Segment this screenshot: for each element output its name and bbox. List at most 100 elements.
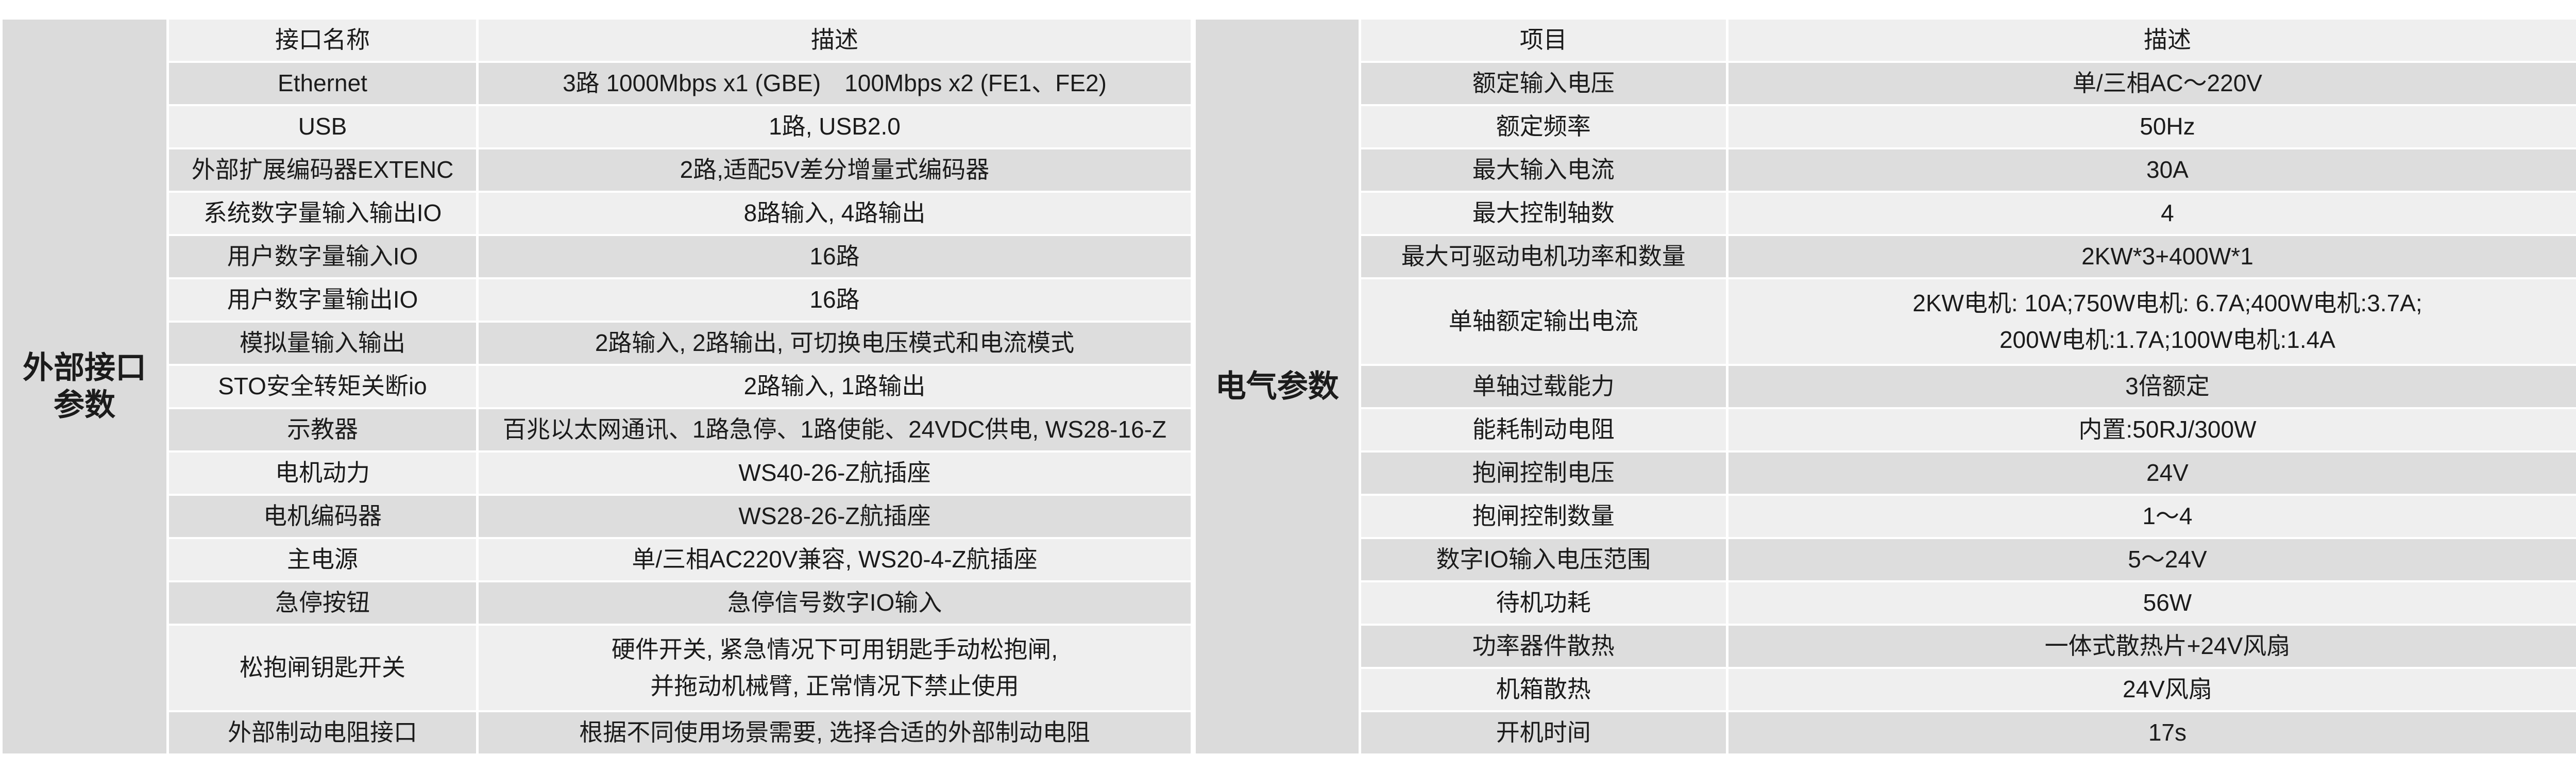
- header-row: 电气参数 项目 描述: [1196, 20, 2576, 753]
- row-label: 单轴过载能力: [1361, 366, 1726, 407]
- row-label: 额定频率: [1361, 106, 1726, 147]
- row-desc: 一体式散热片+24V风扇: [1728, 626, 2576, 667]
- row-label: 松抱闸钥匙开关: [169, 626, 476, 710]
- table-row: 急停按钮 急停信号数字IO输入: [3, 582, 1191, 624]
- table-row: 单轴额定输出电流 2KW电机: 10A;750W电机: 6.7A;400W电机:…: [1196, 279, 2576, 364]
- row-label: 系统数字量输入输出IO: [169, 193, 476, 234]
- table-row: Ethernet 3路 1000Mbps x1 (GBE) 100Mbps x2…: [3, 63, 1191, 104]
- row-label: 能耗制动电阻: [1361, 409, 1726, 450]
- row-desc: 内置:50RJ/300W: [1728, 409, 2576, 450]
- row-label: 最大控制轴数: [1361, 193, 1726, 234]
- table-row: 最大输入电流 30A: [1196, 149, 2576, 191]
- table-row: 抱闸控制电压 24V: [1196, 452, 2576, 494]
- row-desc: 30A: [1728, 149, 2576, 191]
- table-row: 机箱散热 24V风扇: [1196, 669, 2576, 710]
- row-label: 额定输入电压: [1361, 63, 1726, 104]
- table-row: 功率器件散热 一体式散热片+24V风扇: [1196, 626, 2576, 667]
- row-label: 示教器: [169, 409, 476, 450]
- row-desc: 1路, USB2.0: [479, 106, 1191, 147]
- table-row: 电机动力 WS40-26-Z航插座: [3, 452, 1191, 494]
- table-row: 待机功耗 56W: [1196, 582, 2576, 624]
- table-row: 示教器 百兆以太网通讯、1路急停、1路使能、24VDC供电, WS28-16-Z: [3, 409, 1191, 450]
- row-desc: 16路: [479, 279, 1191, 321]
- row-label: 抱闸控制数量: [1361, 496, 1726, 537]
- table-row: 系统数字量输入输出IO 8路输入, 4路输出: [3, 193, 1191, 234]
- table-row: 最大可驱动电机功率和数量 2KW*3+400W*1: [1196, 236, 2576, 277]
- row-desc: 单/三相AC220V兼容, WS20-4-Z航插座: [479, 539, 1191, 580]
- row-desc: 急停信号数字IO输入: [479, 582, 1191, 624]
- external-interface-table: 外部接口 参数 接口名称 描述 Ethernet 3路 1000Mbps x1 …: [0, 18, 1193, 756]
- row-label: 数字IO输入电压范围: [1361, 539, 1726, 580]
- column-header-interface-name: 接口名称: [169, 20, 476, 61]
- row-desc: 16路: [479, 236, 1191, 277]
- table-row: 用户数字量输入IO 16路: [3, 236, 1191, 277]
- row-desc: 百兆以太网通讯、1路急停、1路使能、24VDC供电, WS28-16-Z: [479, 409, 1191, 450]
- row-label: 抱闸控制电压: [1361, 452, 1726, 494]
- section-label-electrical-parameters: 电气参数: [1196, 20, 1359, 753]
- row-label: Ethernet: [169, 63, 476, 104]
- row-label: 用户数字量输入IO: [169, 236, 476, 277]
- row-label: 电机编码器: [169, 496, 476, 537]
- row-desc: 50Hz: [1728, 106, 2576, 147]
- row-desc: 单/三相AC～220V: [1728, 63, 2576, 104]
- row-label: STO安全转矩关断io: [169, 366, 476, 407]
- column-header-item: 项目: [1361, 20, 1726, 61]
- table-row: 额定输入电压 单/三相AC～220V: [1196, 63, 2576, 104]
- row-desc: 2KW*3+400W*1: [1728, 236, 2576, 277]
- row-desc: 根据不同使用场景需要, 选择合适的外部制动电阻: [479, 712, 1191, 753]
- table-row: 外部扩展编码器EXTENC 2路,适配5V差分增量式编码器: [3, 149, 1191, 191]
- row-label: 外部制动电阻接口: [169, 712, 476, 753]
- table-row: 主电源 单/三相AC220V兼容, WS20-4-Z航插座: [3, 539, 1191, 580]
- row-desc: 17s: [1728, 712, 2576, 753]
- column-header-description-right: 描述: [1728, 20, 2576, 61]
- row-label: 最大输入电流: [1361, 149, 1726, 191]
- row-label: 最大可驱动电机功率和数量: [1361, 236, 1726, 277]
- table-row: 外部制动电阻接口 根据不同使用场景需要, 选择合适的外部制动电阻: [3, 712, 1191, 753]
- row-desc: 2KW电机: 10A;750W电机: 6.7A;400W电机:3.7A; 200…: [1728, 279, 2576, 364]
- table-row: 用户数字量输出IO 16路: [3, 279, 1191, 321]
- row-desc: 4: [1728, 193, 2576, 234]
- row-desc: 2路输入, 2路输出, 可切换电压模式和电流模式: [479, 323, 1191, 364]
- table-row: 单轴过载能力 3倍额定: [1196, 366, 2576, 407]
- section-label-external-interface: 外部接口 参数: [3, 20, 166, 753]
- row-label: 急停按钮: [169, 582, 476, 624]
- header-row: 外部接口 参数 接口名称 描述: [3, 20, 1191, 753]
- row-desc: 硬件开关, 紧急情况下可用钥匙手动松抱闸, 并拖动机械臂, 正常情况下禁止使用: [479, 626, 1191, 710]
- row-desc: 1～4: [1728, 496, 2576, 537]
- table-row: USB 1路, USB2.0: [3, 106, 1191, 147]
- row-label: 待机功耗: [1361, 582, 1726, 624]
- row-label: 外部扩展编码器EXTENC: [169, 149, 476, 191]
- row-label: 模拟量输入输出: [169, 323, 476, 364]
- table-row: 数字IO输入电压范围 5～24V: [1196, 539, 2576, 580]
- table-row: 电机编码器 WS28-26-Z航插座: [3, 496, 1191, 537]
- row-desc: WS28-26-Z航插座: [479, 496, 1191, 537]
- table-row: STO安全转矩关断io 2路输入, 1路输出: [3, 366, 1191, 407]
- table-row: 模拟量输入输出 2路输入, 2路输出, 可切换电压模式和电流模式: [3, 323, 1191, 364]
- row-desc: 24V风扇: [1728, 669, 2576, 710]
- table-row: 开机时间 17s: [1196, 712, 2576, 753]
- row-desc: 3倍额定: [1728, 366, 2576, 407]
- row-desc: 3路 1000Mbps x1 (GBE) 100Mbps x2 (FE1、FE2…: [479, 63, 1191, 104]
- row-label: USB: [169, 106, 476, 147]
- electrical-parameters-table: 电气参数 项目 描述 额定输入电压 单/三相AC～220V 额定频率 50Hz …: [1193, 18, 2576, 756]
- row-desc: 2路,适配5V差分增量式编码器: [479, 149, 1191, 191]
- row-desc: 8路输入, 4路输出: [479, 193, 1191, 234]
- table-row: 能耗制动电阻 内置:50RJ/300W: [1196, 409, 2576, 450]
- table-row: 松抱闸钥匙开关 硬件开关, 紧急情况下可用钥匙手动松抱闸, 并拖动机械臂, 正常…: [3, 626, 1191, 710]
- row-label: 功率器件散热: [1361, 626, 1726, 667]
- row-label: 用户数字量输出IO: [169, 279, 476, 321]
- row-desc: 5～24V: [1728, 539, 2576, 580]
- table-row: 最大控制轴数 4: [1196, 193, 2576, 234]
- row-label: 开机时间: [1361, 712, 1726, 753]
- row-desc: 56W: [1728, 582, 2576, 624]
- table-row: 额定频率 50Hz: [1196, 106, 2576, 147]
- column-header-description-left: 描述: [479, 20, 1191, 61]
- table-row: 抱闸控制数量 1～4: [1196, 496, 2576, 537]
- row-label: 机箱散热: [1361, 669, 1726, 710]
- row-desc: 2路输入, 1路输出: [479, 366, 1191, 407]
- row-label: 主电源: [169, 539, 476, 580]
- row-desc: WS40-26-Z航插座: [479, 452, 1191, 494]
- row-desc: 24V: [1728, 452, 2576, 494]
- row-label: 电机动力: [169, 452, 476, 494]
